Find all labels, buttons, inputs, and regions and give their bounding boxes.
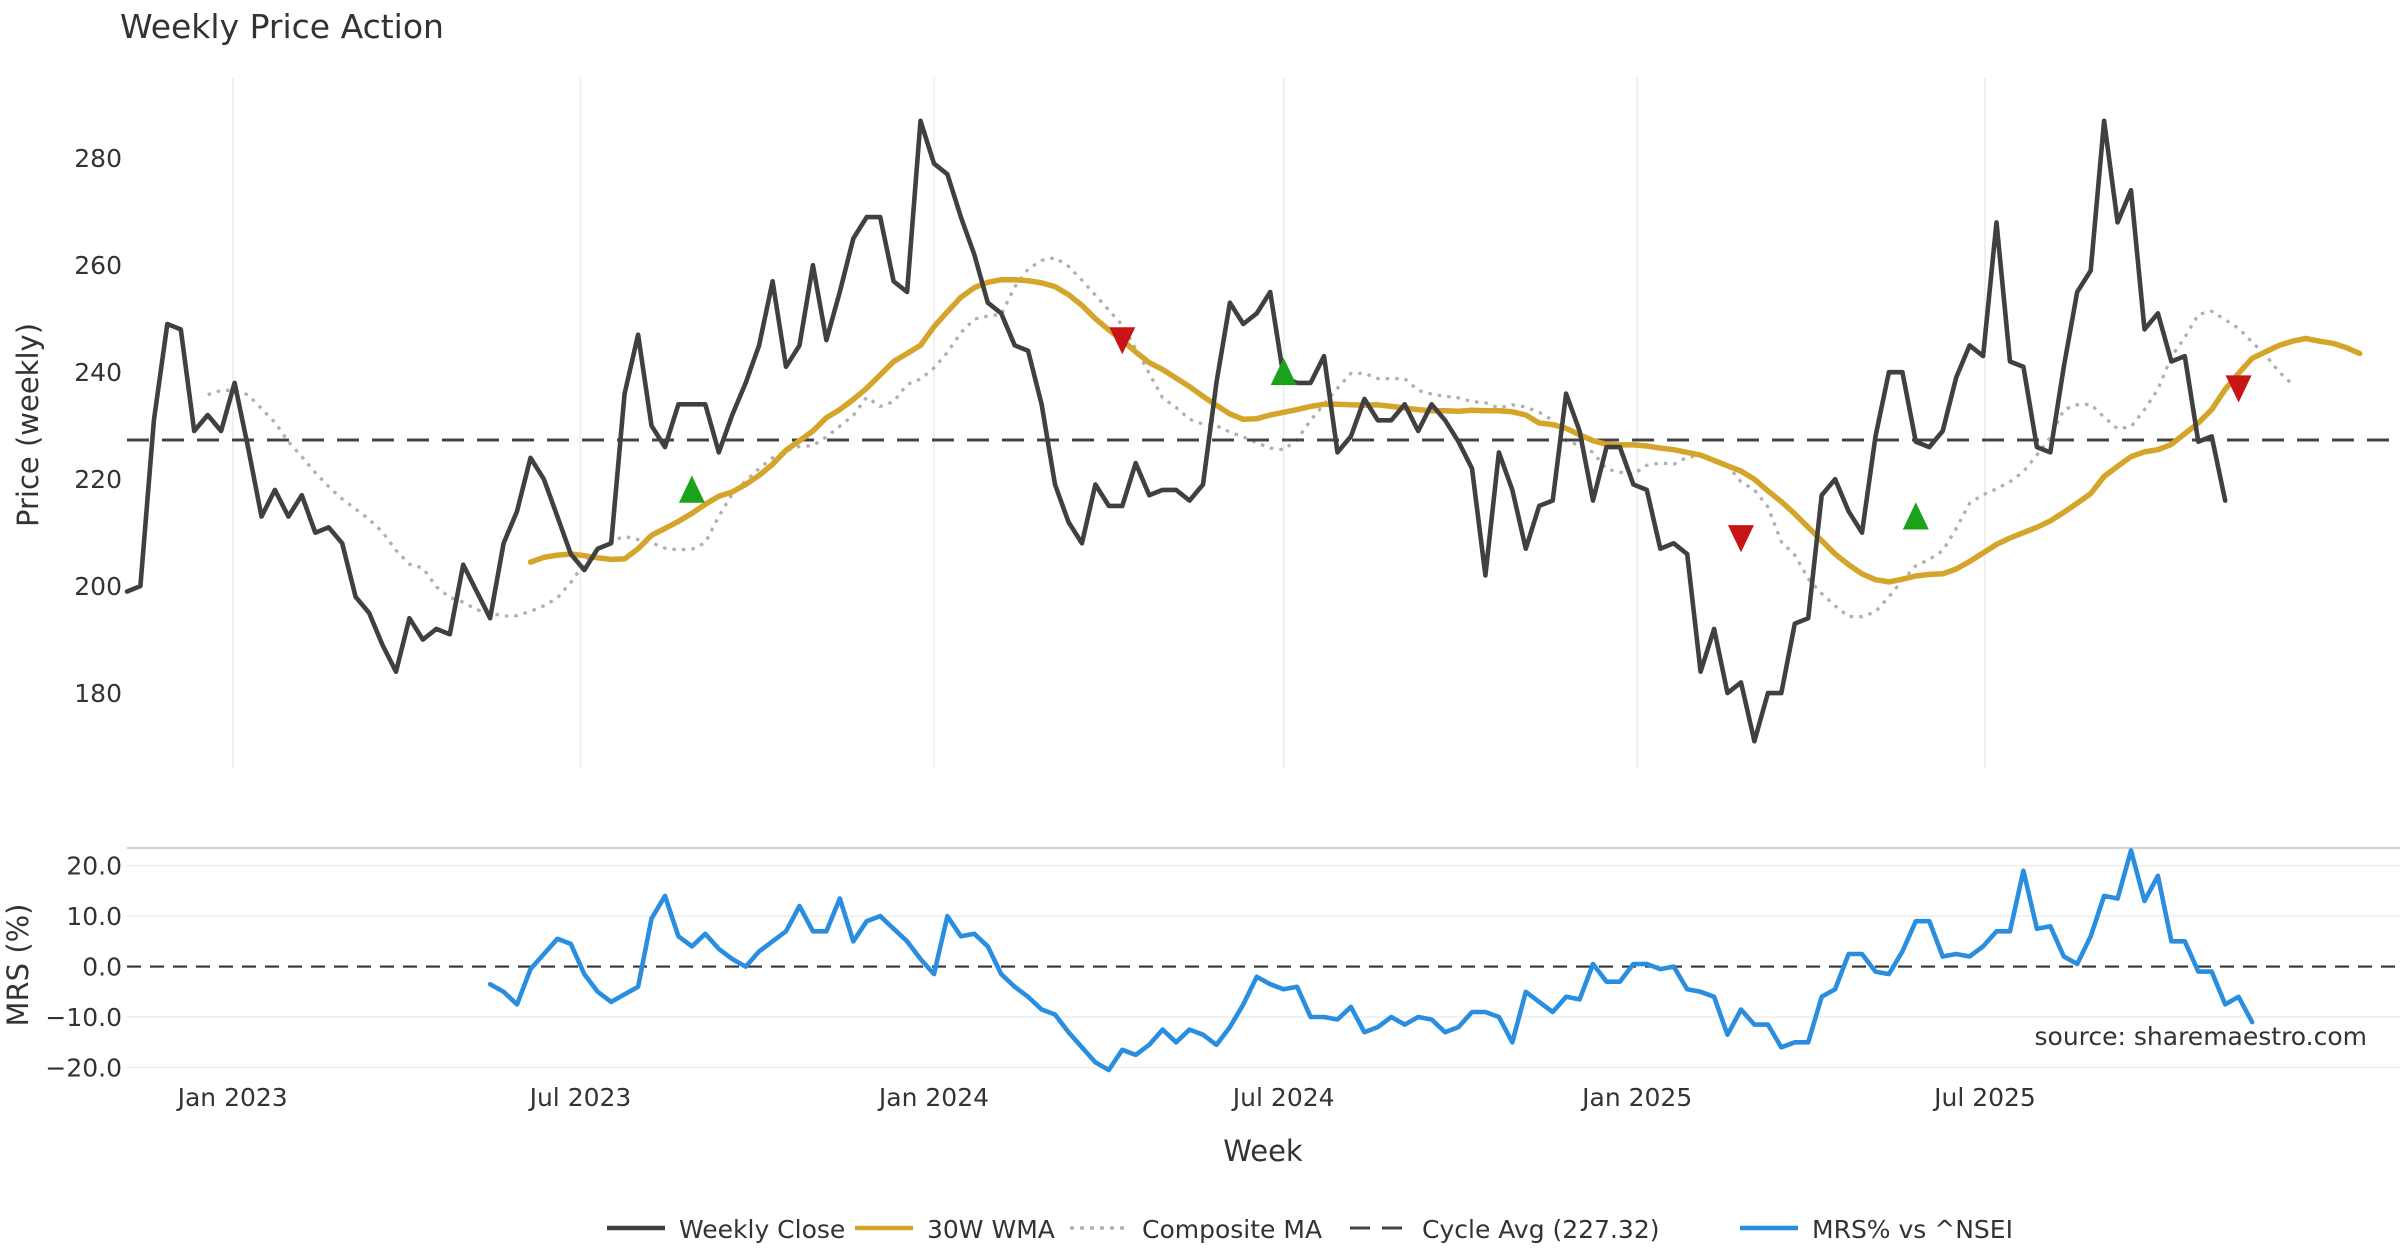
legend-entry: Weekly Close bbox=[607, 1215, 845, 1244]
legend-entry: 30W WMA bbox=[855, 1215, 1055, 1244]
x-tick-label: Jul 2025 bbox=[1932, 1083, 2036, 1112]
mrs-y-tick-label: −10.0 bbox=[45, 1003, 122, 1032]
legend-entry: Cycle Avg (227.32) bbox=[1350, 1215, 1660, 1244]
price-y-axis-label: Price (weekly) bbox=[11, 323, 45, 527]
price-y-tick-label: 200 bbox=[74, 572, 122, 601]
price-y-tick-label: 280 bbox=[74, 144, 122, 173]
x-axis-label: Week bbox=[1223, 1134, 1303, 1168]
price-grid bbox=[231, 78, 1986, 768]
legend-label: MRS% vs ^NSEI bbox=[1812, 1215, 2013, 1244]
mrs-grid bbox=[127, 847, 2400, 1069]
x-ticks: Jan 2023 Jul 2023 Jan 2024 Jul 2024 Jan 2025… bbox=[176, 1083, 2036, 1112]
mrs-y-tick-label: 0.0 bbox=[82, 953, 122, 982]
x-tick-label: Jan 2023 bbox=[176, 1083, 288, 1112]
legend-label: Composite MA bbox=[1142, 1215, 1322, 1244]
legend-entry: Composite MA bbox=[1070, 1215, 1322, 1244]
signal-markers bbox=[678, 327, 2252, 553]
mrs-y-tick-label: −20.0 bbox=[45, 1053, 122, 1082]
legend-entry: MRS% vs ^NSEI bbox=[1740, 1215, 2013, 1244]
price-y-tick-label: 180 bbox=[74, 679, 122, 708]
mrs-y-tick-label: 20.0 bbox=[66, 852, 122, 881]
series-mrs-vs-nsei bbox=[487, 848, 2255, 1073]
chart-title: Weekly Price Action bbox=[120, 7, 444, 46]
price-y-tick-label: 220 bbox=[74, 465, 122, 494]
sell-signal-marker bbox=[2225, 375, 2252, 403]
mrs-y-ticks: −20.0 −10.0 0.0 10.0 20.0 bbox=[45, 852, 122, 1083]
series-30w-wma bbox=[527, 276, 2363, 585]
buy-signal-marker bbox=[1902, 502, 1929, 530]
legend: Weekly Close 30W WMA Composite MA Cycle Avg… bbox=[607, 1215, 2013, 1244]
series-weekly-close bbox=[124, 118, 2228, 744]
mrs-y-axis-label: MRS (%) bbox=[1, 904, 35, 1027]
price-y-tick-label: 240 bbox=[74, 358, 122, 387]
buy-signal-marker bbox=[1270, 357, 1297, 386]
mrs-y-tick-label: 10.0 bbox=[66, 902, 122, 931]
x-tick-label: Jan 2024 bbox=[877, 1083, 989, 1112]
sell-signal-marker bbox=[1727, 525, 1754, 553]
mrs-series bbox=[487, 848, 2255, 1073]
price-y-tick-label: 260 bbox=[74, 251, 122, 280]
price-y-ticks: 180 200 220 240 260 280 bbox=[74, 144, 122, 708]
legend-label: Cycle Avg (227.32) bbox=[1422, 1215, 1660, 1244]
x-tick-label: Jul 2023 bbox=[528, 1083, 632, 1112]
series-composite-ma bbox=[207, 256, 2294, 619]
sell-signal-marker bbox=[1109, 327, 1136, 355]
buy-signal-marker bbox=[678, 475, 705, 503]
price-series bbox=[124, 118, 2400, 744]
legend-label: Weekly Close bbox=[679, 1215, 845, 1244]
legend-label: 30W WMA bbox=[927, 1215, 1055, 1244]
x-tick-label: Jul 2024 bbox=[1231, 1083, 1335, 1112]
x-tick-label: Jan 2025 bbox=[1580, 1083, 1692, 1112]
source-note: source: sharemaestro.com bbox=[2035, 1022, 2368, 1051]
